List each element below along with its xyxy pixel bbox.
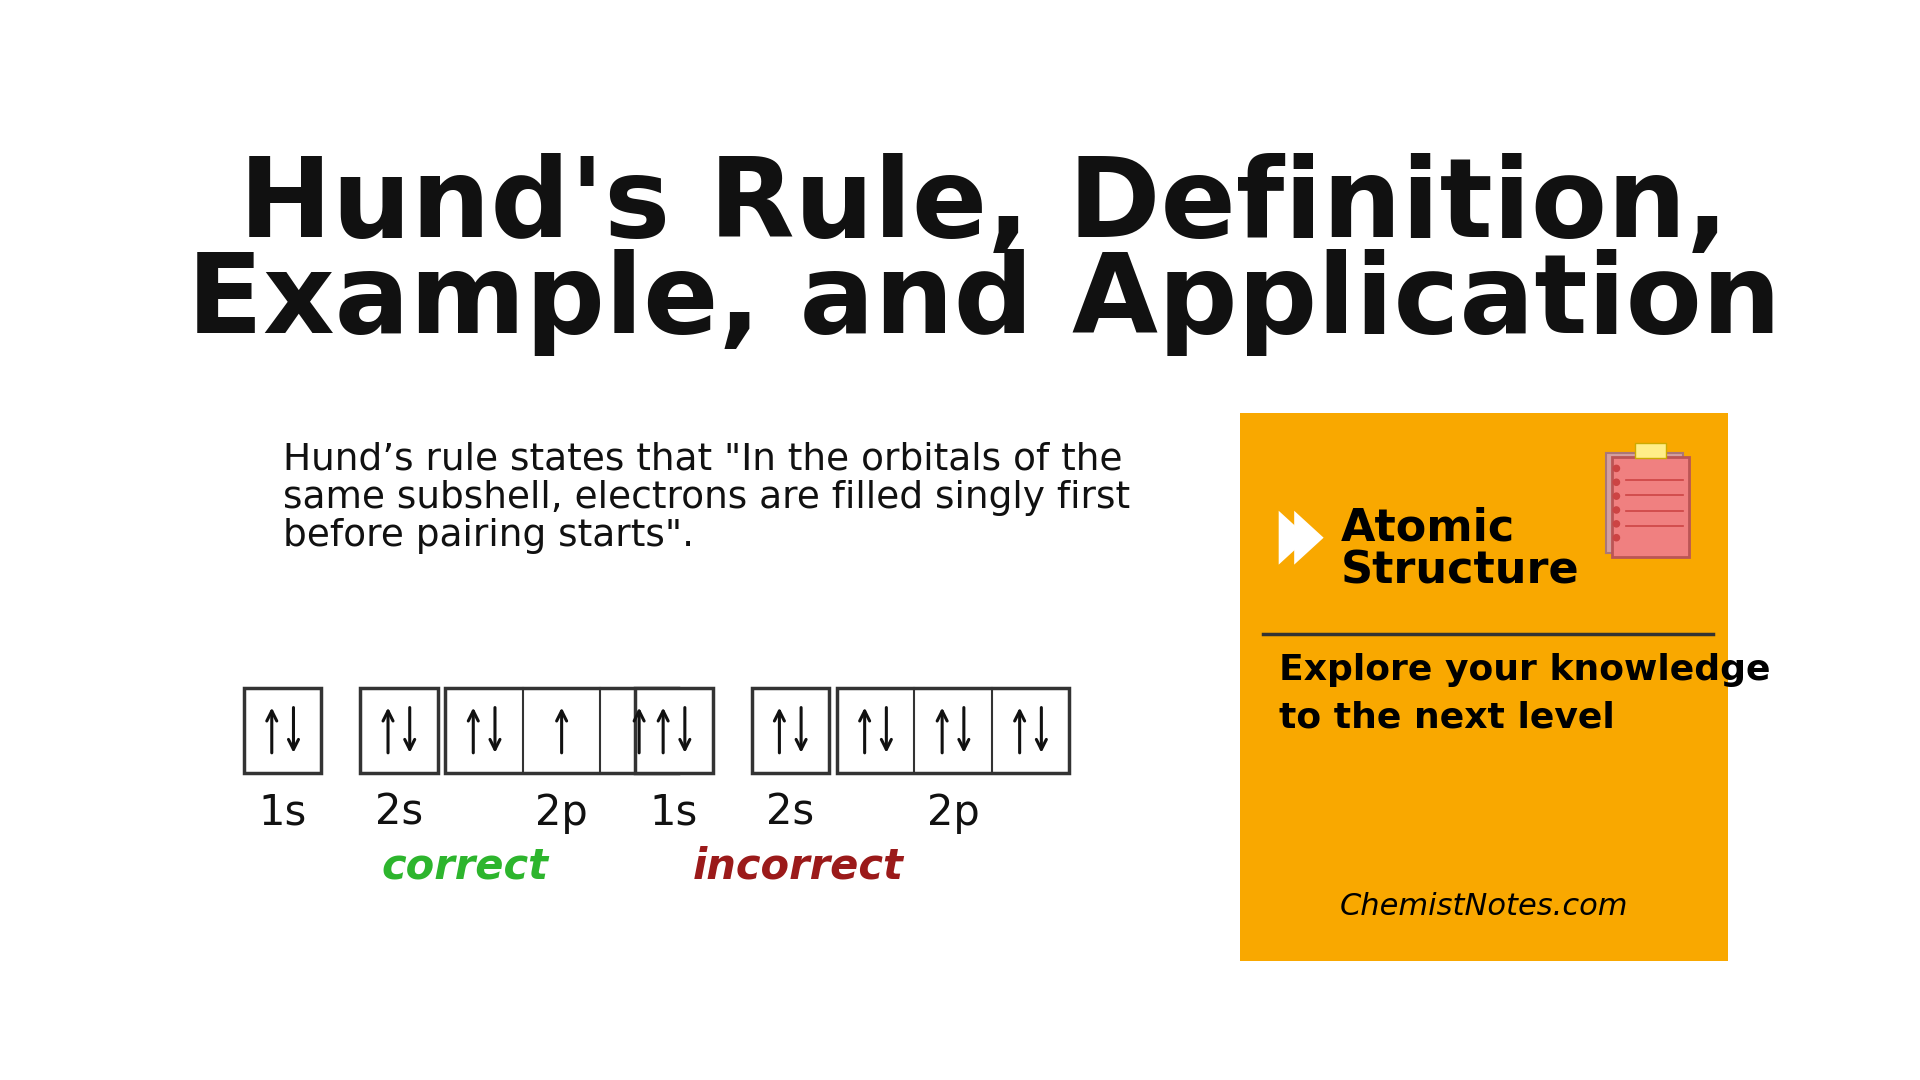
Circle shape [1613,465,1619,472]
Text: 2p: 2p [927,792,979,834]
Text: correct: correct [382,846,549,888]
Bar [361,688,438,772]
Bar [244,688,321,772]
Text: before pairing starts".: before pairing starts". [282,518,693,554]
Text: incorrect: incorrect [693,846,904,888]
Bar [751,688,829,772]
Text: 1s: 1s [649,792,699,834]
Text: Explore your knowledge
to the next level: Explore your knowledge to the next level [1279,653,1770,734]
Bar [445,688,678,772]
Circle shape [1613,480,1619,485]
Bar [1611,457,1690,557]
Circle shape [1613,535,1619,541]
Text: same subshell, electrons are filled singly first: same subshell, electrons are filled sing… [282,480,1129,516]
Circle shape [1613,521,1619,527]
Polygon shape [1279,511,1308,565]
Text: Hund’s rule states that "In the orbitals of the: Hund’s rule states that "In the orbitals… [282,442,1121,477]
Text: 2s: 2s [766,792,814,834]
Circle shape [1613,507,1619,513]
Text: Atomic: Atomic [1340,507,1515,550]
Text: Example, and Application: Example, and Application [186,249,1782,356]
Text: 1s: 1s [259,792,307,834]
Bar [1605,453,1684,553]
Text: 2p: 2p [536,792,588,834]
Bar [837,688,1069,772]
Text: Structure: Structure [1340,550,1580,592]
Polygon shape [1294,511,1323,565]
Text: ChemistNotes.com: ChemistNotes.com [1340,892,1628,921]
Bar [1240,413,1728,961]
Text: 2s: 2s [374,792,422,834]
Text: Hund's Rule, Definition,: Hund's Rule, Definition, [240,152,1728,259]
Bar [636,688,712,772]
Circle shape [1613,494,1619,499]
Polygon shape [1636,443,1667,458]
